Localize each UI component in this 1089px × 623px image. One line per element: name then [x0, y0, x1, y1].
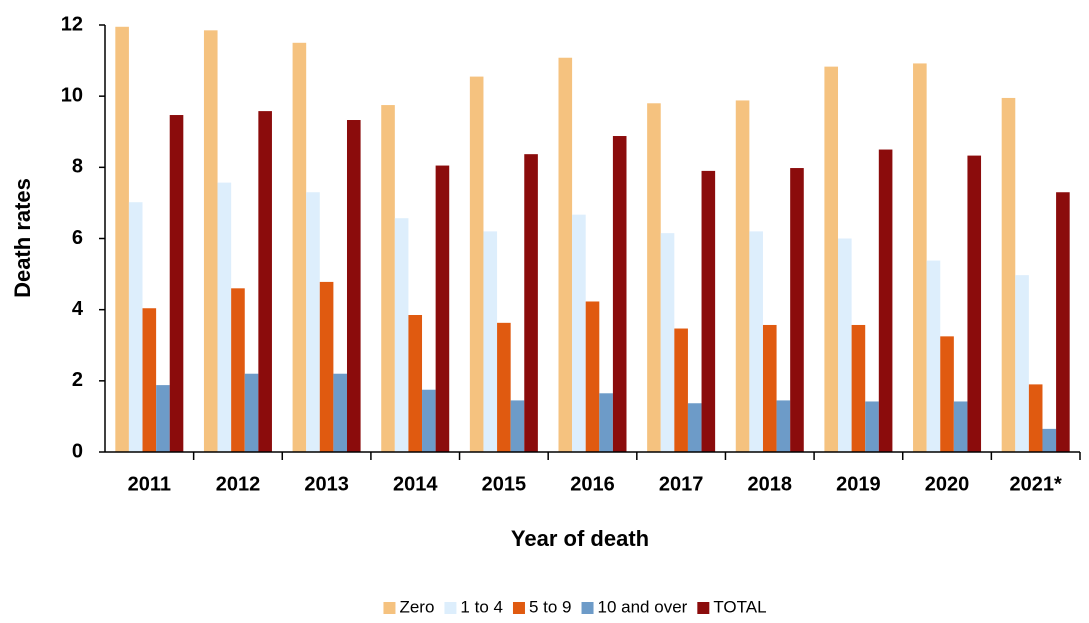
x-tick-label: 2018	[748, 473, 793, 495]
bar	[913, 63, 927, 453]
y-axis-title: Death rates	[10, 178, 35, 298]
bar	[953, 401, 968, 452]
x-tick-label: 2015	[482, 473, 527, 495]
y-tick-label: 6	[72, 227, 83, 249]
bar	[851, 324, 866, 452]
legend-swatch	[512, 602, 525, 614]
bar	[940, 336, 954, 452]
legend-swatch	[697, 602, 710, 614]
bar	[967, 155, 982, 453]
legend-label: 10 and over	[598, 597, 688, 616]
bar	[865, 401, 879, 452]
y-tick-label: 10	[61, 84, 83, 106]
bar	[156, 385, 170, 452]
bar	[381, 105, 395, 452]
bar	[1056, 192, 1070, 452]
bar	[660, 233, 675, 452]
bar	[333, 373, 347, 452]
bar	[687, 403, 702, 452]
legend-swatch	[444, 602, 457, 614]
bar	[585, 301, 600, 452]
bar	[1042, 428, 1057, 452]
x-tick-label: 2020	[925, 473, 970, 495]
y-tick-label: 8	[72, 156, 83, 178]
bar	[1015, 275, 1029, 452]
bar	[169, 115, 184, 453]
x-tick-label: 2011	[128, 473, 171, 495]
bar	[1028, 384, 1043, 452]
bar	[422, 389, 436, 452]
y-tick-label: 4	[72, 298, 84, 320]
bar	[483, 231, 498, 452]
x-tick-label: 2013	[304, 473, 349, 495]
bar	[469, 76, 484, 453]
bar	[647, 103, 661, 453]
bar	[231, 288, 245, 452]
legend-swatch	[581, 602, 594, 614]
bar	[510, 400, 525, 452]
bar	[115, 26, 129, 452]
bar	[776, 400, 791, 452]
legend-swatch	[383, 602, 396, 614]
bar	[319, 281, 334, 452]
bar	[408, 315, 423, 452]
legend-label: 1 to 4	[460, 597, 503, 616]
bar	[306, 192, 320, 452]
bar	[674, 328, 688, 452]
legend-label: Zero	[399, 597, 434, 616]
bar	[128, 202, 143, 452]
bar	[258, 111, 272, 452]
bar	[572, 214, 586, 452]
bar	[824, 66, 839, 452]
bar	[599, 393, 613, 452]
bar	[394, 218, 409, 452]
x-tick-label: 2012	[216, 473, 261, 495]
y-tick-label: 12	[61, 13, 83, 35]
bar	[1001, 97, 1016, 452]
x-axis-title: Year of death	[511, 526, 649, 551]
x-tick-label: 2017	[659, 473, 704, 495]
legend-label: TOTAL	[713, 597, 766, 616]
bar	[142, 308, 157, 452]
y-tick-label: 2	[72, 369, 83, 391]
bar	[878, 149, 893, 452]
bar	[217, 182, 232, 453]
bar	[838, 238, 852, 452]
x-tick-label: 2016	[570, 473, 615, 495]
x-tick-label: 2021*	[1010, 473, 1062, 495]
legend-label: 5 to 9	[529, 597, 572, 616]
bar	[701, 170, 716, 452]
bar	[558, 57, 573, 453]
bar	[762, 324, 777, 452]
bar	[203, 30, 218, 453]
bar	[735, 100, 750, 452]
bar	[346, 120, 361, 452]
bar	[524, 154, 538, 453]
bar	[749, 231, 763, 452]
bar	[244, 373, 259, 452]
bar	[292, 42, 307, 453]
bar	[497, 322, 511, 452]
bar	[612, 136, 627, 452]
bar	[435, 165, 450, 452]
bar	[790, 168, 804, 453]
x-tick-label: 2014	[393, 473, 438, 495]
bar	[926, 260, 941, 452]
x-tick-label: 2019	[836, 473, 881, 495]
y-tick-label: 0	[72, 440, 83, 462]
